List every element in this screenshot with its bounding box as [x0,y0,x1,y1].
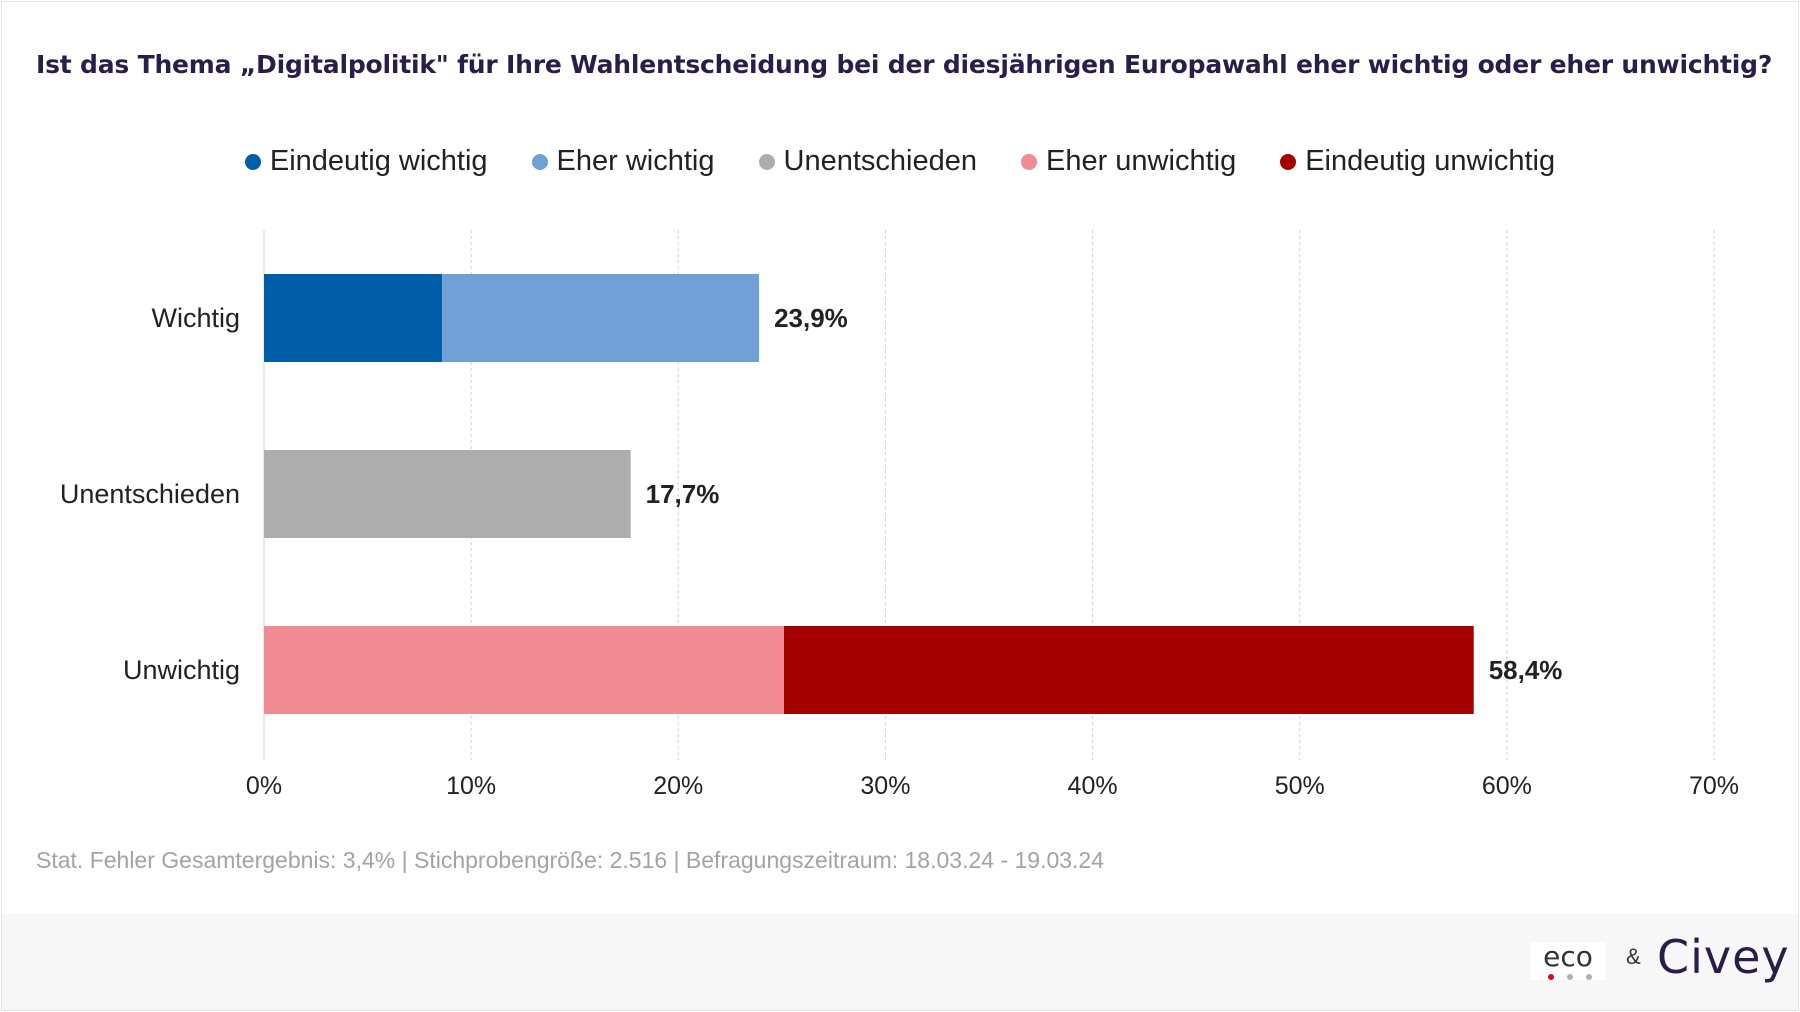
eco-logo-text: eco [1543,940,1593,973]
eco-dot [1586,974,1592,980]
x-tick-label: 40% [1068,772,1118,800]
eco-dot [1567,974,1573,980]
legend-marker [531,153,548,170]
x-tick-label: 60% [1482,772,1532,800]
eco-logo: eco [1530,942,1606,980]
total-value-label: 23,9% [774,303,848,333]
legend-item: Eindeutig unwichtig [1280,145,1555,178]
total-value-label: 58,4% [1489,655,1563,685]
chart-legend: Eindeutig wichtig Eher wichtig Unentschied… [2,145,1798,178]
bar-segment [264,274,443,362]
category-label: Unentschieden [60,479,240,509]
legend-item: Eher wichtig [531,145,715,178]
category-label: Unwichtig [123,655,240,685]
bar-segment [442,274,760,362]
bar-segment [264,626,784,714]
eco-logo-dots [1548,974,1592,980]
logo-ampersand: & [1626,944,1641,969]
legend-label: Eher wichtig [556,145,715,177]
x-tick-label: 0% [246,772,282,800]
legend-label: Eindeutig unwichtig [1305,145,1556,177]
eco-dot [1548,974,1554,980]
bar-chart: 0% 10% 20% 30% 40% 50% 60% 70% Wichtig 23,9% Unent… [60,230,1739,800]
legend-item: Unentschieden [758,145,977,178]
chart-title: Ist das Thema „Digitalpolitik" für Ihre … [36,50,1773,79]
legend-item: Eindeutig wichtig [244,145,488,178]
legend-label: Unentschieden [783,145,977,177]
footnote: Stat. Fehler Gesamtergebnis: 3,4% | Stic… [36,847,1105,873]
x-tick-label: 10% [446,772,496,800]
x-tick-label: 30% [860,772,910,800]
civey-logo: Civey [1657,930,1790,984]
legend-label: Eindeutig wichtig [269,145,488,177]
footer-bar [2,914,1798,1010]
bar-segment [783,626,1474,714]
x-tick-label: 50% [1275,772,1325,800]
total-value-label: 17,7% [646,479,720,509]
legend-marker [244,153,261,170]
category-label: Wichtig [151,303,240,333]
legend-marker [1280,153,1297,170]
legend-label: Eher unwichtig [1045,145,1237,177]
legend-marker [758,153,775,170]
legend-item: Eher unwichtig [1020,145,1237,178]
bar-segment [264,450,631,538]
x-tick-label: 20% [653,772,703,800]
legend-marker [1020,153,1037,170]
x-tick-label: 70% [1689,772,1739,800]
